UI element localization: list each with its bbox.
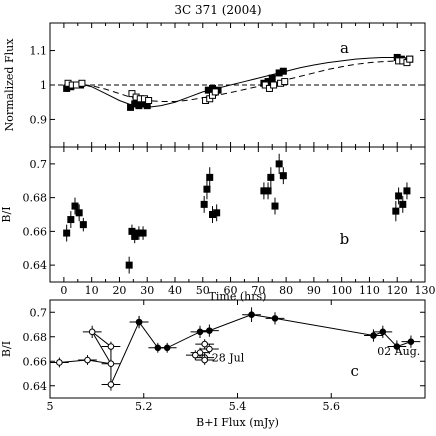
data-point [135,318,143,326]
annotation: 02 Aug. [377,345,420,358]
model-curve-solid [63,56,412,108]
x-tick-label: 5.2 [135,400,153,413]
y-axis-label: B/I [0,341,13,357]
data-point [264,187,272,195]
y-tick-label: 0.7 [30,306,48,319]
x-tick-label: 30 [140,284,154,297]
x-tick-label: 120 [387,284,408,297]
y-tick-label: 0.9 [30,113,48,126]
chart-title: 3C 371 (2004) [174,3,261,17]
y-axis-label: B/I [0,206,13,222]
model-curve-dashed [63,60,412,103]
data-point [395,192,403,200]
data-point [399,200,407,208]
data-point [370,332,377,339]
x-tick-label: 5 [47,400,54,413]
x-tick-label: 0 [60,284,67,297]
x-tick-label: 100 [331,284,352,297]
x-tick-label: 60 [224,284,238,297]
annotation: 28 Jul [212,351,245,364]
data-point [196,328,204,336]
data-point [279,172,287,180]
data-point [56,359,63,366]
x-tick-label: 5.4 [229,400,247,413]
y-tick-label: 0.7 [30,158,48,171]
data-point [211,88,219,96]
data-point [203,185,211,193]
panel-a: 0.9 1 1.1 Normalized Flux a [3,22,426,148]
x-tick-label: 130 [415,284,436,297]
data-point [206,345,213,353]
y-tick-label: 0.68 [23,331,48,344]
x-tick-label: 80 [279,284,293,297]
data-point [213,209,221,217]
y-tick-label: 0.64 [23,259,48,272]
x-tick-label: 90 [307,284,321,297]
y-tick-label: 1.1 [30,45,48,58]
data-point [107,381,115,388]
data-point [63,229,71,237]
x-tick-label: 110 [359,284,380,297]
data-point [201,340,208,348]
data-point [268,74,276,82]
data-point [206,173,214,181]
data-point [275,160,283,168]
y-tick-label: 1 [40,79,47,92]
y-tick-label: 0.68 [23,192,48,205]
data-point [407,338,415,345]
y-axis-label: Normalized Flux [3,38,16,132]
data-point [125,261,133,269]
data-point [281,78,289,86]
data-point [206,327,213,334]
data-point [248,311,255,319]
data-point [392,207,400,215]
x-tick-label: 50 [196,284,210,297]
x-tick-label: 5.6 [323,400,341,413]
data-point [79,221,87,229]
panel-letter: c [350,362,358,380]
data-point [75,209,83,217]
data-point [271,202,279,210]
data-point [192,351,199,359]
x-tick-label: 40 [168,284,182,297]
data-point [201,356,208,364]
data-point [88,328,96,336]
data-point [71,202,79,210]
y-tick-label: 0.66 [23,225,48,238]
panel-b: 0 10 20 30 40 50 60 70 80 90 100 110 120 130 0.64 0.66 0… [0,146,436,303]
x-axis-label: B+I Flux (mJy) [196,416,279,429]
data-point [107,360,115,368]
data-point [279,67,287,75]
data-point [403,187,411,195]
data-point [200,200,208,208]
y-tick-label: 0.66 [23,355,48,368]
x-tick-label: 10 [85,284,99,297]
data-point [145,97,153,104]
y-tick-label: 0.64 [23,380,48,393]
data-point [393,343,401,350]
data-point [78,79,86,87]
x-tick-label: 70 [251,284,265,297]
data-point [270,81,278,89]
panel-c: 5 5.2 5.4 5.6 0.64 0.66 0.68 0.7 B/I B+I Flux (mJ… [0,299,426,429]
data-point [406,55,414,63]
data-point [67,216,75,224]
data-point [107,343,115,350]
plot-frame [49,146,426,283]
panel-letter: b [340,230,350,248]
x-tick-label: 20 [112,284,126,297]
plot-frame [49,299,426,399]
data-point [84,356,91,364]
data-point [267,173,275,181]
data-point [271,315,279,322]
data-point [163,344,171,352]
data-point [379,328,387,336]
data-point [139,229,147,237]
panel-letter: a [340,39,349,57]
